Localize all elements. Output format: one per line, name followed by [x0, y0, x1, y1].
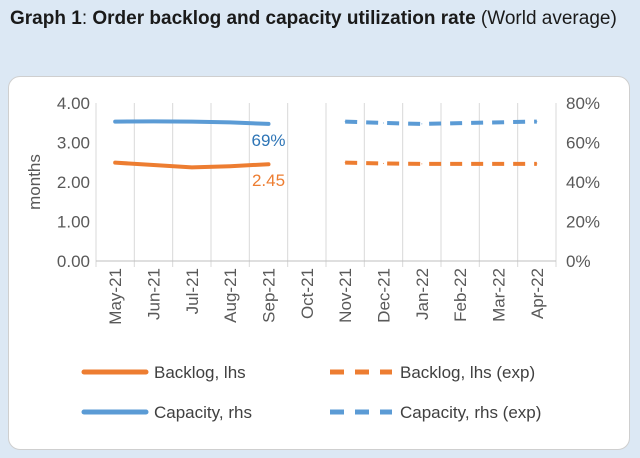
x-tick-label-dec-21: Dec-21	[375, 268, 394, 323]
series-line-backlog-lhs-exp	[345, 160, 537, 166]
x-tick-label-feb-22: Feb-22	[451, 268, 470, 322]
legend-label-backlog-lhs-exp: Backlog, lhs (exp)	[400, 363, 535, 382]
point-capacity-rhs-exp-feb-22	[459, 122, 461, 124]
point-backlog-lhs-sep-21	[268, 163, 269, 165]
x-tick-label-apr-22: Apr-22	[528, 268, 547, 319]
point-backlog-lhs-jul-21	[191, 166, 193, 168]
point-capacity-rhs-jun-21	[153, 120, 154, 122]
data-label-backlog-lhs: 2.45	[252, 171, 285, 190]
y-tick-label-3: 3.00	[57, 134, 90, 153]
chart-panel	[8, 76, 630, 450]
x-tick-label-oct-21: Oct-21	[298, 268, 317, 319]
title-colon: :	[81, 8, 93, 29]
point-backlog-lhs-exp-dec-21	[383, 162, 384, 164]
point-capacity-rhs-exp-nov-21	[344, 121, 346, 123]
x-tick-label-nov-21: Nov-21	[336, 268, 355, 323]
data-labels: 69% 2.45	[251, 131, 285, 190]
legend: Backlog, lhs Backlog, lhs (exp) Capacity, …	[81, 363, 541, 422]
y2-tick-label-1: 20%	[566, 213, 600, 232]
title-label: Graph 1	[10, 8, 82, 29]
point-capacity-rhs-exp-apr-22	[536, 121, 538, 123]
series-line-backlog-lhs	[113, 160, 271, 170]
y-tick-label-4: 4.00	[57, 94, 90, 113]
point-backlog-lhs-exp-mar-22	[498, 163, 499, 165]
legend-label-capacity-rhs: Capacity, rhs	[154, 403, 252, 422]
y-axis-left: 0.00 1.00 2.00 3.00 4.00	[57, 94, 90, 271]
point-capacity-rhs-exp-dec-21	[383, 122, 384, 124]
point-backlog-lhs-exp-apr-22	[536, 163, 538, 165]
y-axis-title: months	[25, 154, 44, 210]
point-backlog-lhs-exp-jan-22	[421, 163, 423, 165]
point-capacity-rhs-aug-21	[229, 121, 231, 123]
title-main: Order backlog and capacity utilization r…	[92, 8, 476, 29]
x-tick-label-aug-21: Aug-21	[221, 268, 240, 323]
legend-label-backlog-lhs: Backlog, lhs	[154, 363, 246, 382]
x-tick-label-jan-22: Jan-22	[413, 268, 432, 320]
y2-tick-label-2: 40%	[566, 173, 600, 192]
point-backlog-lhs-may-21	[114, 162, 116, 164]
point-capacity-rhs-exp-mar-22	[498, 121, 499, 123]
x-tick-label-jun-21: Jun-21	[145, 268, 164, 320]
y-tick-label-1: 1.00	[57, 213, 90, 232]
chart-title: Graph 1: Order backlog and capacity util…	[10, 6, 630, 31]
title-suffix: (World average)	[475, 8, 617, 29]
point-capacity-rhs-exp-jan-22	[421, 123, 423, 125]
point-backlog-lhs-jun-21	[153, 164, 154, 166]
data-label-capacity-rhs: 69%	[251, 131, 285, 150]
series-lines	[113, 119, 538, 170]
x-tick-label-sep-21: Sep-21	[260, 268, 279, 323]
x-axis: May-21 Jun-21 Jul-21 Aug-21 Sep-21 Oct-21 Nov-…	[106, 268, 547, 325]
series-line-capacity-rhs-exp	[345, 119, 537, 126]
point-capacity-rhs-sep-21	[268, 123, 269, 125]
point-capacity-rhs-jul-21	[191, 121, 193, 123]
y2-tick-label-0: 0%	[566, 252, 591, 271]
y2-tick-label-4: 80%	[566, 94, 600, 113]
legend-label-capacity-rhs-exp: Capacity, rhs (exp)	[400, 403, 541, 422]
chart-grid	[95, 103, 557, 267]
y-tick-label-2: 2.00	[57, 173, 90, 192]
y-axis-right: 0% 20% 40% 60% 80%	[566, 94, 600, 271]
y-tick-label-0: 0.00	[57, 252, 90, 271]
point-backlog-lhs-aug-21	[229, 165, 231, 167]
point-capacity-rhs-may-21	[114, 121, 116, 123]
point-backlog-lhs-exp-feb-22	[459, 163, 461, 165]
x-tick-label-mar-22: Mar-22	[490, 268, 509, 322]
x-tick-label-jul-21: Jul-21	[183, 268, 202, 314]
x-tick-label-may-21: May-21	[106, 268, 125, 325]
y2-tick-label-3: 60%	[566, 134, 600, 153]
point-backlog-lhs-exp-nov-21	[344, 162, 346, 164]
